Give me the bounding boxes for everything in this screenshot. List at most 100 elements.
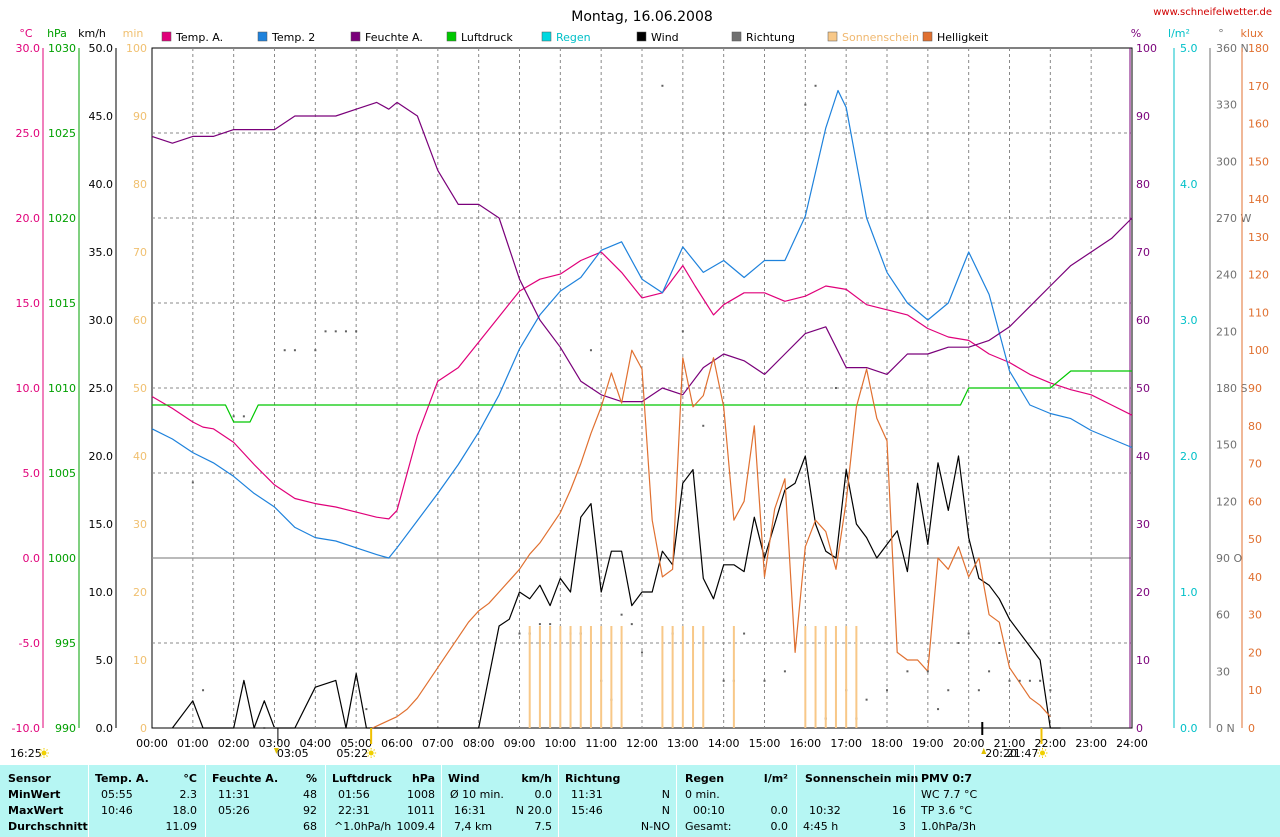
press-max-value: 1011 [407, 804, 435, 817]
sun-icon-core [41, 750, 47, 756]
direction-point [977, 689, 980, 692]
direction-point [865, 698, 868, 701]
direction-axis-unit: ° [1218, 27, 1224, 40]
wind-axis-tick: 35.0 [89, 246, 114, 259]
sun-axis-tick: 40 [133, 450, 147, 463]
press-unit: hPa [411, 772, 435, 785]
direction-point [620, 613, 623, 616]
direction-axis-tick: 30 [1216, 665, 1230, 678]
moonrise-label: 20:20 [985, 747, 1017, 760]
direction-axis-tick: 60 [1216, 609, 1230, 622]
x-tick: 16:00 [789, 737, 821, 750]
rain-avg-time: Gesamt: [685, 820, 732, 833]
brightness-axis-tick: 50 [1248, 533, 1262, 546]
temp-max-time: 10:46 [101, 804, 133, 817]
sun-axis-tick: 20 [133, 586, 147, 599]
direction-point [722, 679, 725, 682]
direction-point [293, 349, 296, 352]
wind-axis-tick: 10.0 [89, 586, 114, 599]
brightness-axis-tick: 140 [1248, 193, 1269, 206]
dir-avg-value: N-NO [640, 820, 670, 833]
series-feuchte-a- [151, 101, 1133, 403]
brightness-axis-tick: 180 [1248, 42, 1269, 55]
rain-min-time: 0 min. [685, 788, 720, 801]
press-avg-time: ^1.0hPa/h [334, 820, 392, 833]
direction-point [314, 349, 317, 352]
x-tick: 15:00 [749, 737, 781, 750]
direction-point [365, 708, 368, 711]
weather-chart: Montag, 16.06.2008 www.schneifelwetter.d… [10, 7, 1272, 760]
temp-unit: °C [183, 772, 197, 785]
direction-axis-tick: 180 S [1216, 382, 1247, 395]
sun-avg-value: 3 [899, 820, 906, 833]
sunrise-icon-ray [373, 755, 376, 757]
sunrise-label: 05:22 [336, 747, 368, 760]
humidity-axis-tick: 70 [1136, 246, 1150, 259]
wind-column: Wind km/h Ø 10 min. 0.0 16:31 N 20.0 7,4… [441, 765, 558, 837]
direction-point [906, 670, 909, 673]
x-tick: 12:00 [626, 737, 658, 750]
temp-axis-tick: 0.0 [23, 552, 41, 565]
sunset-icon-ray [1044, 749, 1047, 751]
dir-max-time: 15:46 [571, 804, 603, 817]
x-tick: 18:00 [871, 737, 903, 750]
direction-point [967, 632, 970, 635]
moonset-label: 03:05 [277, 747, 309, 760]
direction-point [334, 330, 337, 333]
wind-axis-tick: 40.0 [89, 178, 114, 191]
x-tick: 19:00 [912, 737, 944, 750]
direction-point [937, 708, 940, 711]
axes: -10.0 -5.0 0.0 5.0 10.0 15.0 20.0 25.0 30.0 990 99… [12, 42, 1269, 750]
press-min-time: 01:56 [338, 788, 370, 801]
direction-point [242, 415, 245, 418]
sun-axis-tick: 90 [133, 110, 147, 123]
humidity-axis-tick: 90 [1136, 110, 1150, 123]
rain-axis-tick: 1.0 [1180, 586, 1198, 599]
x-tick: 00:00 [136, 737, 168, 750]
sun-axis-tick: 70 [133, 246, 147, 259]
temp-axis-unit: °C [19, 27, 33, 40]
wind-unit: km/h [521, 772, 552, 785]
direction-point [804, 103, 807, 106]
sun-axis-tick: 0 [140, 722, 147, 735]
x-tick: 20:00 [953, 737, 985, 750]
hum-max-value: 92 [303, 804, 317, 817]
hum-max-time: 05:26 [218, 804, 250, 817]
rain-axis-tick: 0.0 [1180, 722, 1198, 735]
direction-point [988, 670, 991, 673]
direction-point [1039, 679, 1042, 682]
wind-axis-tick: 0.0 [96, 722, 114, 735]
x-tick: 17:00 [830, 737, 862, 750]
series-temp-a- [151, 251, 1133, 520]
sun-axis-tick: 10 [133, 654, 147, 667]
rain-unit: l/m² [763, 772, 788, 785]
direction-point [191, 481, 194, 484]
brightness-axis-tick: 40 [1248, 571, 1262, 584]
min-label: MinWert [8, 788, 61, 801]
direction-point [344, 330, 347, 333]
x-tick: 06:00 [381, 737, 413, 750]
humidity-axis-tick: 20 [1136, 586, 1150, 599]
sun-icon-ray [46, 749, 48, 751]
wind-max-time: 16:31 [454, 804, 486, 817]
brightness-axis-tick: 0 [1248, 722, 1255, 735]
legend-label-1: Temp. 2 [271, 31, 315, 44]
sunshine-column: Sonnenschein min 10:32 16 4:45 h 3 [796, 765, 918, 837]
avg-label: Durchschnitt [8, 820, 88, 833]
pressure-axis-tick: 1025 [48, 127, 76, 140]
temp-axis-tick: 15.0 [16, 297, 41, 310]
brightness-axis-tick: 70 [1248, 458, 1262, 471]
sun-axis-tick: 80 [133, 178, 147, 191]
temp-axis-tick: 30.0 [16, 42, 41, 55]
wind-min-time: Ø 10 min. [450, 788, 504, 801]
direction-point [355, 330, 358, 333]
temp-avg-value: 11.09 [165, 820, 198, 833]
series-temp-2 [151, 89, 1133, 559]
sunset-label: 21:47 [1007, 747, 1039, 760]
x-tick: 13:00 [667, 737, 699, 750]
direction-point [589, 349, 592, 352]
brightness-axis-tick: 90 [1248, 382, 1262, 395]
direction-column: Richtung 11:31 N 15:46 N N-NO [558, 765, 676, 837]
sun-axis-tick: 50 [133, 382, 147, 395]
humidity-axis-tick: 50 [1136, 382, 1150, 395]
